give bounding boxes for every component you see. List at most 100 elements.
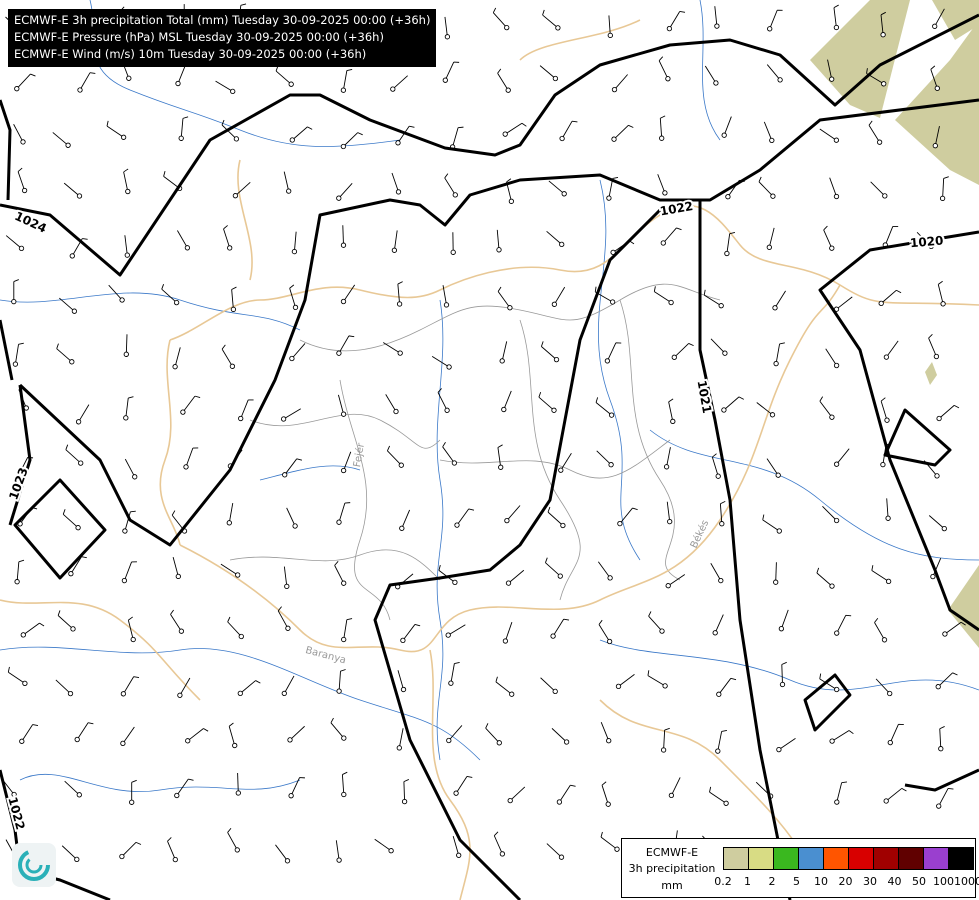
wind-barb <box>607 15 613 39</box>
wind-barb <box>658 56 671 82</box>
wind-barb <box>504 505 521 524</box>
title-line-wind: ECMWF-E Wind (m/s) 10m Tuesday 30-09-202… <box>14 47 367 61</box>
wind-barb <box>710 563 724 584</box>
wind-barb <box>671 342 694 360</box>
wind-barb <box>123 334 129 357</box>
wind-barb <box>395 125 415 146</box>
precipitation-legend: ECMWF-E 3h precipitation mm 0.2 1 2 5 10 20 30… <box>621 838 979 898</box>
region-label-fejer: Fejér <box>351 441 367 468</box>
legend-swatch <box>849 848 874 869</box>
isobar-label: 1023 <box>6 466 31 502</box>
wind-barb <box>883 340 899 360</box>
wind-barb <box>450 232 456 255</box>
wind-barb <box>399 509 411 531</box>
wind-barb <box>604 342 622 364</box>
isobar-1024-left <box>0 99 12 201</box>
wind-barb <box>538 391 557 413</box>
wind-barb <box>507 786 526 804</box>
isobar-label: 1021 <box>695 379 715 414</box>
legend-variable: 3h precipitation <box>628 862 716 875</box>
wind-barb <box>916 231 934 250</box>
isobar-closed <box>803 673 852 732</box>
wind-barb <box>870 181 888 199</box>
legend-tick-label: 40 <box>887 875 902 888</box>
wind-barb <box>721 116 732 138</box>
wind-barb <box>336 669 346 694</box>
wind-barb <box>505 569 525 586</box>
wind-barb <box>340 284 356 305</box>
wind-barb <box>547 506 566 529</box>
wind-barb <box>485 723 502 746</box>
wind-barb <box>75 404 90 425</box>
wind-barb <box>442 61 460 83</box>
wind-barb <box>55 679 74 697</box>
wind-barb <box>288 777 305 799</box>
wind-barb <box>495 676 515 697</box>
wind-barb <box>17 167 28 194</box>
wind-barb <box>773 342 785 367</box>
precip-area <box>895 20 979 185</box>
wind-barb <box>548 180 567 197</box>
wind-barb <box>816 567 835 589</box>
legend-swatch <box>874 848 899 869</box>
wind-barb <box>77 72 96 93</box>
wind-barb <box>391 172 402 195</box>
wind-barb <box>341 618 353 643</box>
isobar-southeast <box>904 768 979 792</box>
wind-barb <box>762 514 782 534</box>
wind-barb <box>668 398 676 425</box>
wind-barb <box>453 775 473 796</box>
wind-barb <box>74 722 94 743</box>
wind-barb <box>827 59 835 82</box>
wind-barb <box>766 458 781 478</box>
wind-barb <box>714 6 720 29</box>
wind-barb <box>659 115 666 141</box>
isobar-1021 <box>373 208 662 900</box>
wind-barb <box>183 447 199 470</box>
wind-barb <box>120 676 140 697</box>
wind-barb <box>336 183 353 201</box>
title-line-pressure: ECMWF-E Pressure (hPa) MSL Tuesday 30-09… <box>14 30 384 44</box>
region-label-baranya: Baranya <box>304 645 347 666</box>
wind-barb <box>822 506 840 524</box>
wind-barb <box>551 286 566 307</box>
wind-barb <box>497 444 504 470</box>
wind-barb <box>871 565 892 585</box>
wind-barb <box>883 788 907 804</box>
isobar-1022 <box>18 98 979 547</box>
wind-barb <box>129 779 137 805</box>
wind-barb <box>14 559 25 585</box>
wind-barb <box>660 227 682 246</box>
wind-barb <box>431 356 452 370</box>
wind-barb <box>819 128 840 143</box>
wind-barb <box>595 397 615 418</box>
wind-barb <box>120 726 135 747</box>
wind-barb <box>230 286 237 313</box>
wind-barb <box>280 408 301 422</box>
wind-barb <box>887 723 904 746</box>
wind-barb <box>452 835 462 858</box>
wind-barb <box>825 348 840 369</box>
wind-barb <box>7 666 28 687</box>
wind-barb <box>437 388 450 413</box>
region-label-bekes: Békés <box>688 518 711 550</box>
wind-barb <box>386 445 404 468</box>
wind-barb <box>773 562 779 585</box>
wind-barb <box>615 674 635 690</box>
wind-barb <box>62 509 81 531</box>
wind-barb <box>546 230 565 248</box>
wind-barb <box>545 557 563 579</box>
wind-barb <box>123 168 131 195</box>
wind-barb <box>550 618 570 639</box>
wind-barb <box>880 11 886 38</box>
wind-barb <box>445 624 466 638</box>
wind-barb <box>874 617 888 643</box>
wind-barb <box>223 225 233 251</box>
wind-barb <box>119 841 142 860</box>
wind-barb <box>665 574 686 589</box>
wind-barb <box>611 124 634 142</box>
isobar-closed <box>883 408 952 467</box>
wind-barb <box>385 394 399 415</box>
wind-barb <box>65 444 84 466</box>
